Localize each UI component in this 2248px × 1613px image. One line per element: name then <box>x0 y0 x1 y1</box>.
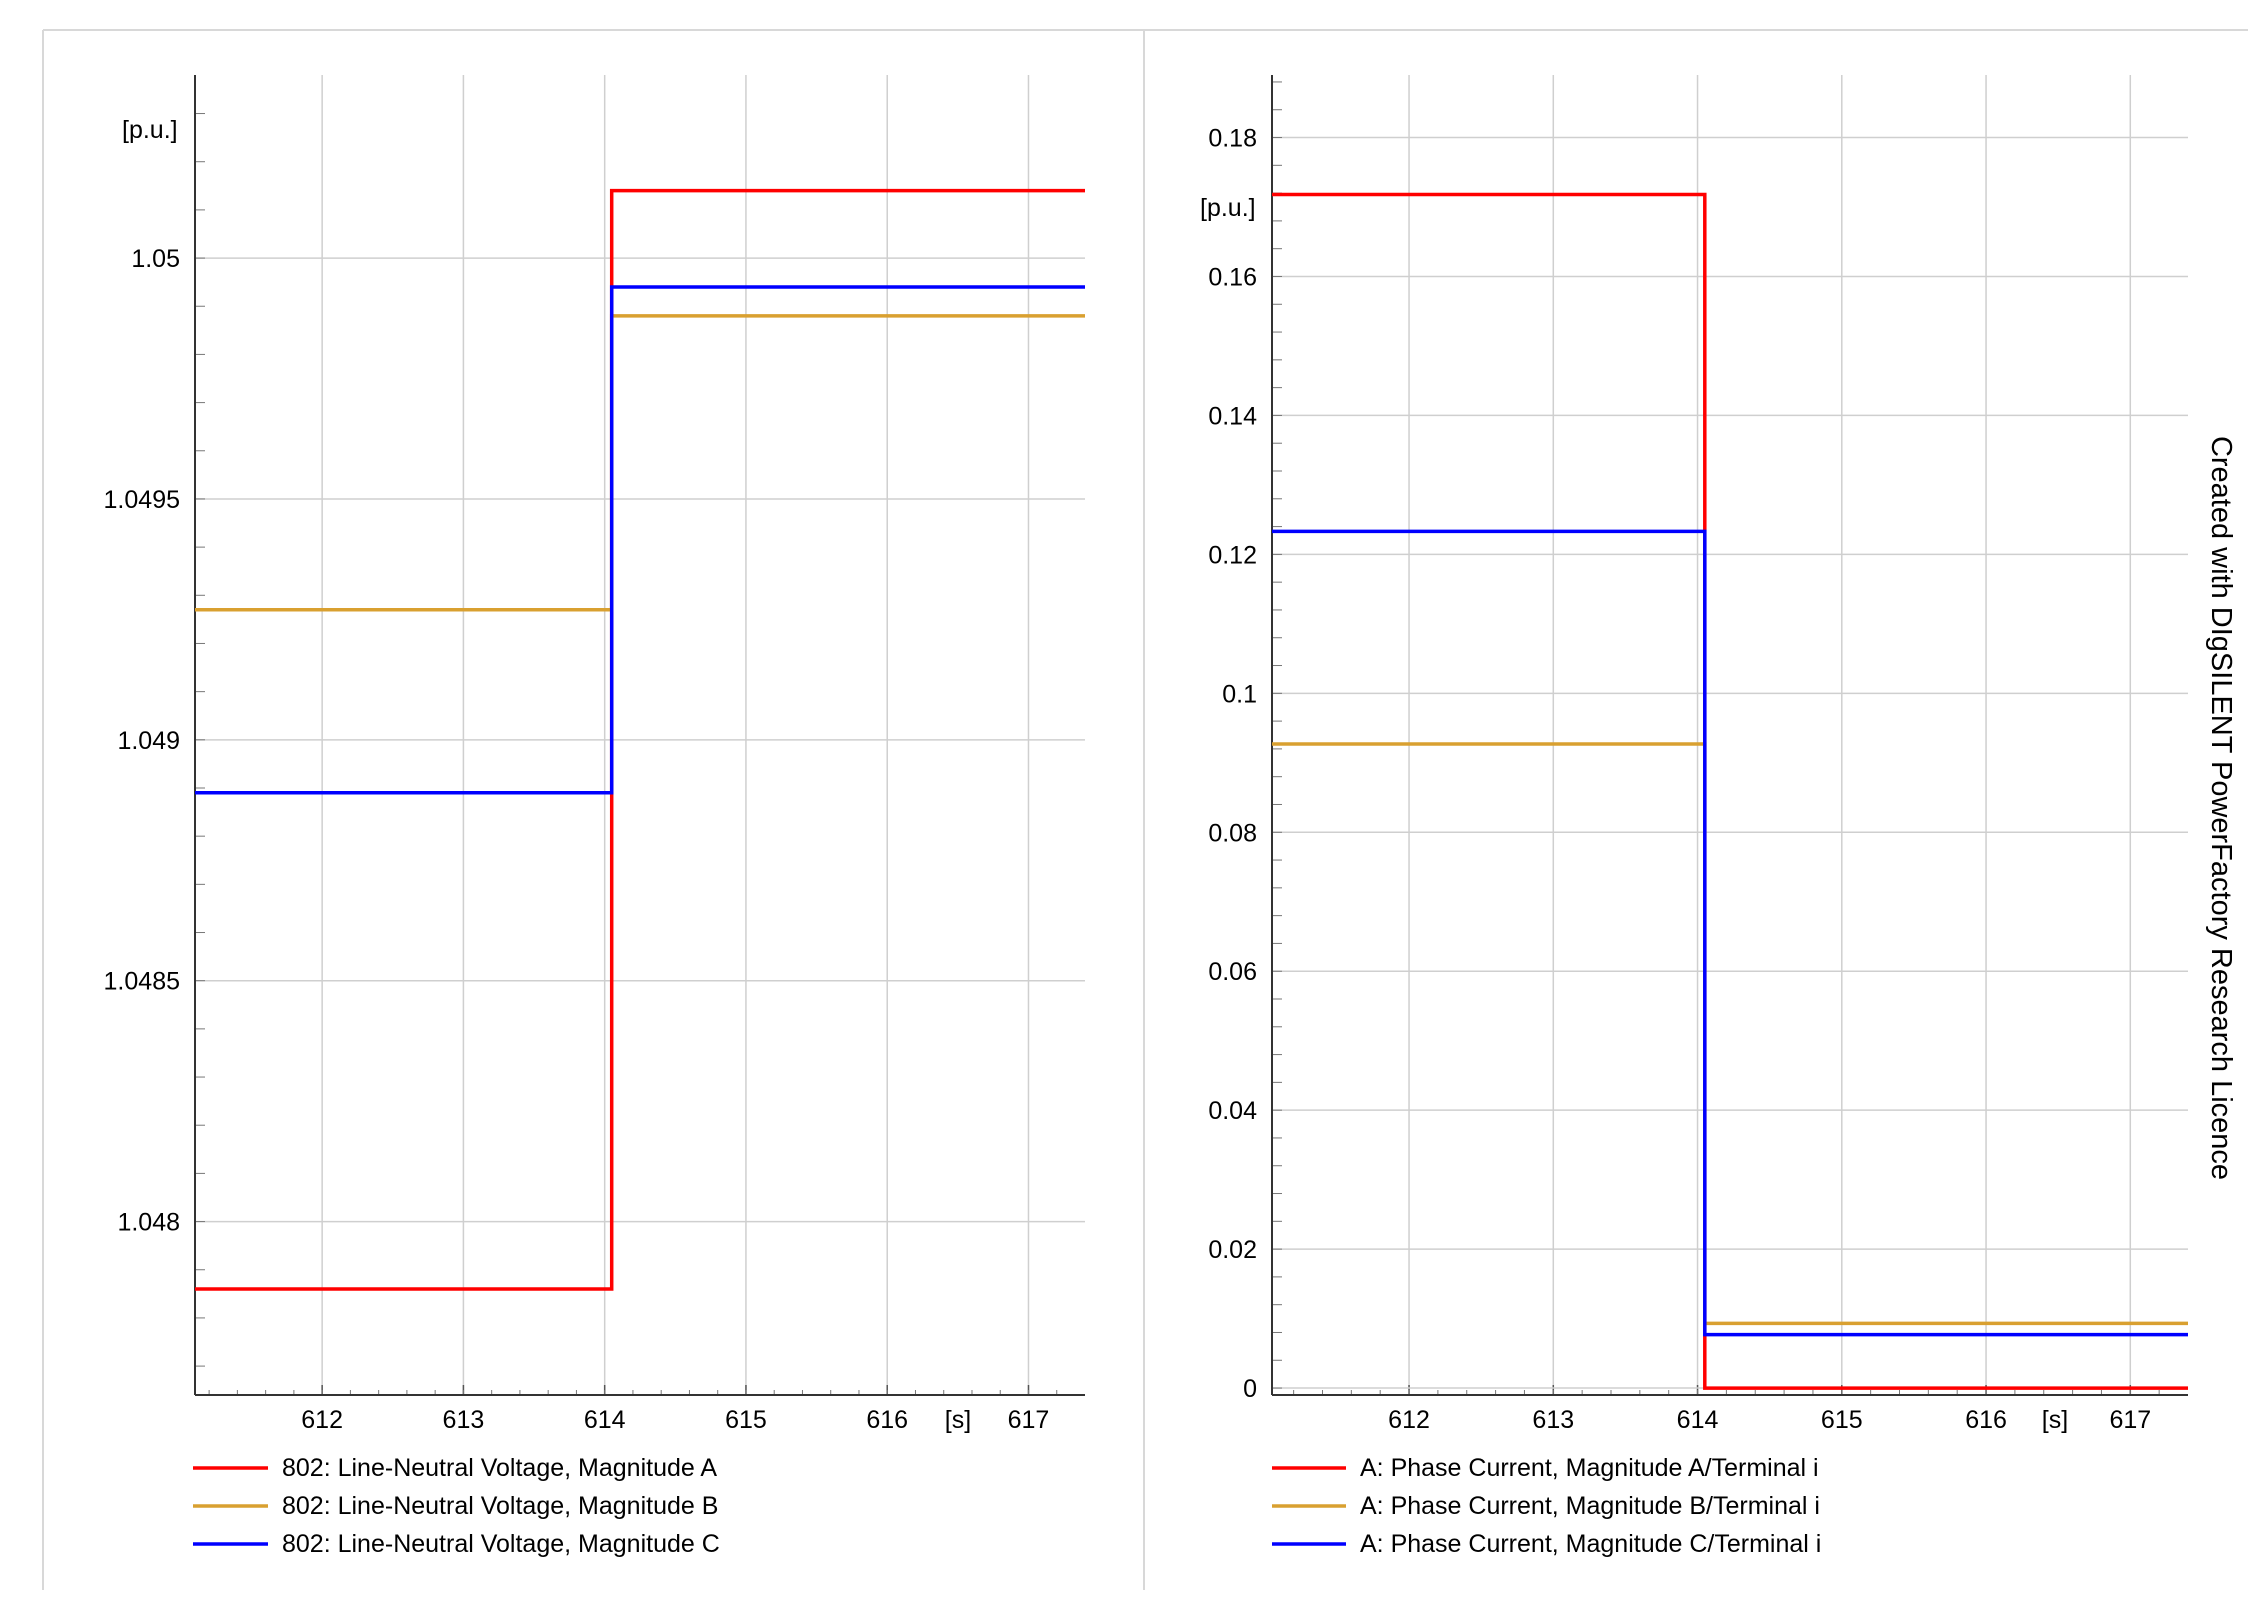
legend-label: A: Phase Current, Magnitude A/Terminal i <box>1360 1454 1819 1482</box>
series-line-3 <box>195 285 1085 795</box>
x-unit-label: [s] <box>2042 1406 2068 1434</box>
x-tick-label: 616 <box>866 1406 908 1434</box>
x-tick-label: 617 <box>1008 1406 1050 1434</box>
x-tick-label: 615 <box>1821 1406 1863 1434</box>
legend-label: 802: Line-Neutral Voltage, Magnitude A <box>282 1454 717 1482</box>
y-tick-label: 0.06 <box>1208 958 1257 986</box>
x-tick-label: 617 <box>2109 1406 2151 1434</box>
x-tick-label: 612 <box>1388 1406 1430 1434</box>
watermark-text: Created with DIgSILENT PowerFactory Rese… <box>2205 436 2237 1180</box>
legend-label: 802: Line-Neutral Voltage, Magnitude B <box>282 1492 718 1520</box>
x-tick-label: 614 <box>1677 1406 1719 1434</box>
legend-label: 802: Line-Neutral Voltage, Magnitude C <box>282 1530 720 1558</box>
voltage-plot: 612 613 614 615 616 617 1.048 1.0485 1.049 1.0495… <box>104 75 1085 1558</box>
x-unit-label: [s] <box>945 1406 971 1434</box>
series-line-3 <box>1272 529 2188 1337</box>
series-line-2 <box>195 314 1085 612</box>
y-tick-label: 0.02 <box>1208 1236 1257 1264</box>
y-tick-label: 0.04 <box>1208 1097 1257 1125</box>
legend-label: A: Phase Current, Magnitude C/Terminal i <box>1360 1530 1821 1558</box>
x-tick-label: 613 <box>1532 1406 1574 1434</box>
x-tick-label: 613 <box>443 1406 485 1434</box>
y-unit-label: [p.u.] <box>122 116 178 144</box>
y-tick-label: 0.1 <box>1222 680 1257 708</box>
y-unit-label: [p.u.] <box>1200 194 1256 222</box>
y-tick-label: 0.16 <box>1208 263 1257 291</box>
x-tick-label: 612 <box>301 1406 343 1434</box>
y-tick-label: 1.049 <box>117 727 180 755</box>
x-tick-label: 616 <box>1965 1406 2007 1434</box>
x-tick-label: 614 <box>584 1406 626 1434</box>
y-tick-label: 1.0495 <box>104 486 180 514</box>
x-unit-label-bg <box>2033 1403 2077 1437</box>
legend-label: A: Phase Current, Magnitude B/Terminal i <box>1360 1492 1820 1520</box>
x-unit-label-bg <box>936 1403 980 1437</box>
y-tick-label: 0.18 <box>1208 125 1257 153</box>
x-tick-label: 615 <box>725 1406 767 1434</box>
y-tick-label: 0.14 <box>1208 402 1257 430</box>
y-tick-label: 1.0485 <box>104 968 180 996</box>
current-plot: 612 613 614 615 616 617 0 0.02 0.04 0.06 0.08 0.1 0.… <box>1200 75 2188 1558</box>
y-tick-label: 0.08 <box>1208 819 1257 847</box>
y-tick-label: 0.12 <box>1208 541 1257 569</box>
y-tick-label: 1.05 <box>131 245 180 273</box>
y-tick-label: 0 <box>1243 1375 1257 1403</box>
y-tick-label: 1.048 <box>117 1209 180 1237</box>
